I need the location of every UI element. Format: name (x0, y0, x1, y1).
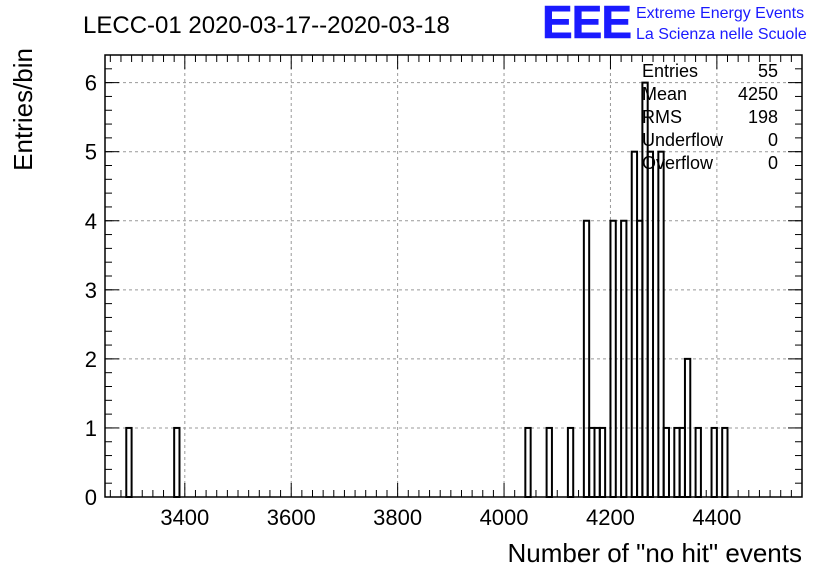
logo-line-1: Extreme Energy Events (636, 5, 804, 22)
x-tick-label: 3800 (373, 505, 422, 530)
stats-label: Overflow (642, 153, 714, 173)
x-tick-label: 3400 (160, 505, 209, 530)
y-tick-label: 3 (85, 278, 97, 303)
y-tick-label: 5 (85, 140, 97, 165)
stats-value: 0 (768, 130, 778, 150)
stats-label: Underflow (642, 130, 724, 150)
y-axis-label: Entries/bin (8, 48, 38, 171)
stats-box: Entries 55 Mean 4250 RMS 198 Underflow 0 Overflo… (642, 61, 778, 173)
x-tick-label: 4000 (480, 505, 529, 530)
x-axis-label: Number of "no hit" events (508, 538, 803, 568)
stats-value: 55 (758, 61, 778, 81)
stats-value: 198 (748, 107, 778, 127)
stats-label: Mean (642, 84, 687, 104)
logo-mark: EEE (542, 0, 631, 48)
y-tick-label: 6 (85, 71, 97, 96)
x-tick-label: 4400 (692, 505, 741, 530)
y-tick-label: 4 (85, 209, 97, 234)
chart-title: LECC-01 2020-03-17--2020-03-18 (83, 12, 450, 39)
axes: 0 1 2 3 4 5 6 3400 3600 3800 4000 4200 4400 (85, 55, 803, 530)
eee-logo: EEE Extreme Energy Events La Scienza nel… (542, 0, 807, 48)
stats-label: Entries (642, 61, 698, 81)
x-tick-label: 4200 (586, 505, 635, 530)
y-tick-label: 2 (85, 347, 97, 372)
stats-value: 0 (768, 153, 778, 173)
logo-line-2: La Scienza nelle Scuole (636, 26, 807, 43)
y-tick-label: 0 (85, 485, 97, 510)
y-tick-label: 1 (85, 416, 97, 441)
stats-value: 4250 (738, 84, 778, 104)
stats-label: RMS (642, 107, 682, 127)
x-tick-label: 3600 (267, 505, 316, 530)
